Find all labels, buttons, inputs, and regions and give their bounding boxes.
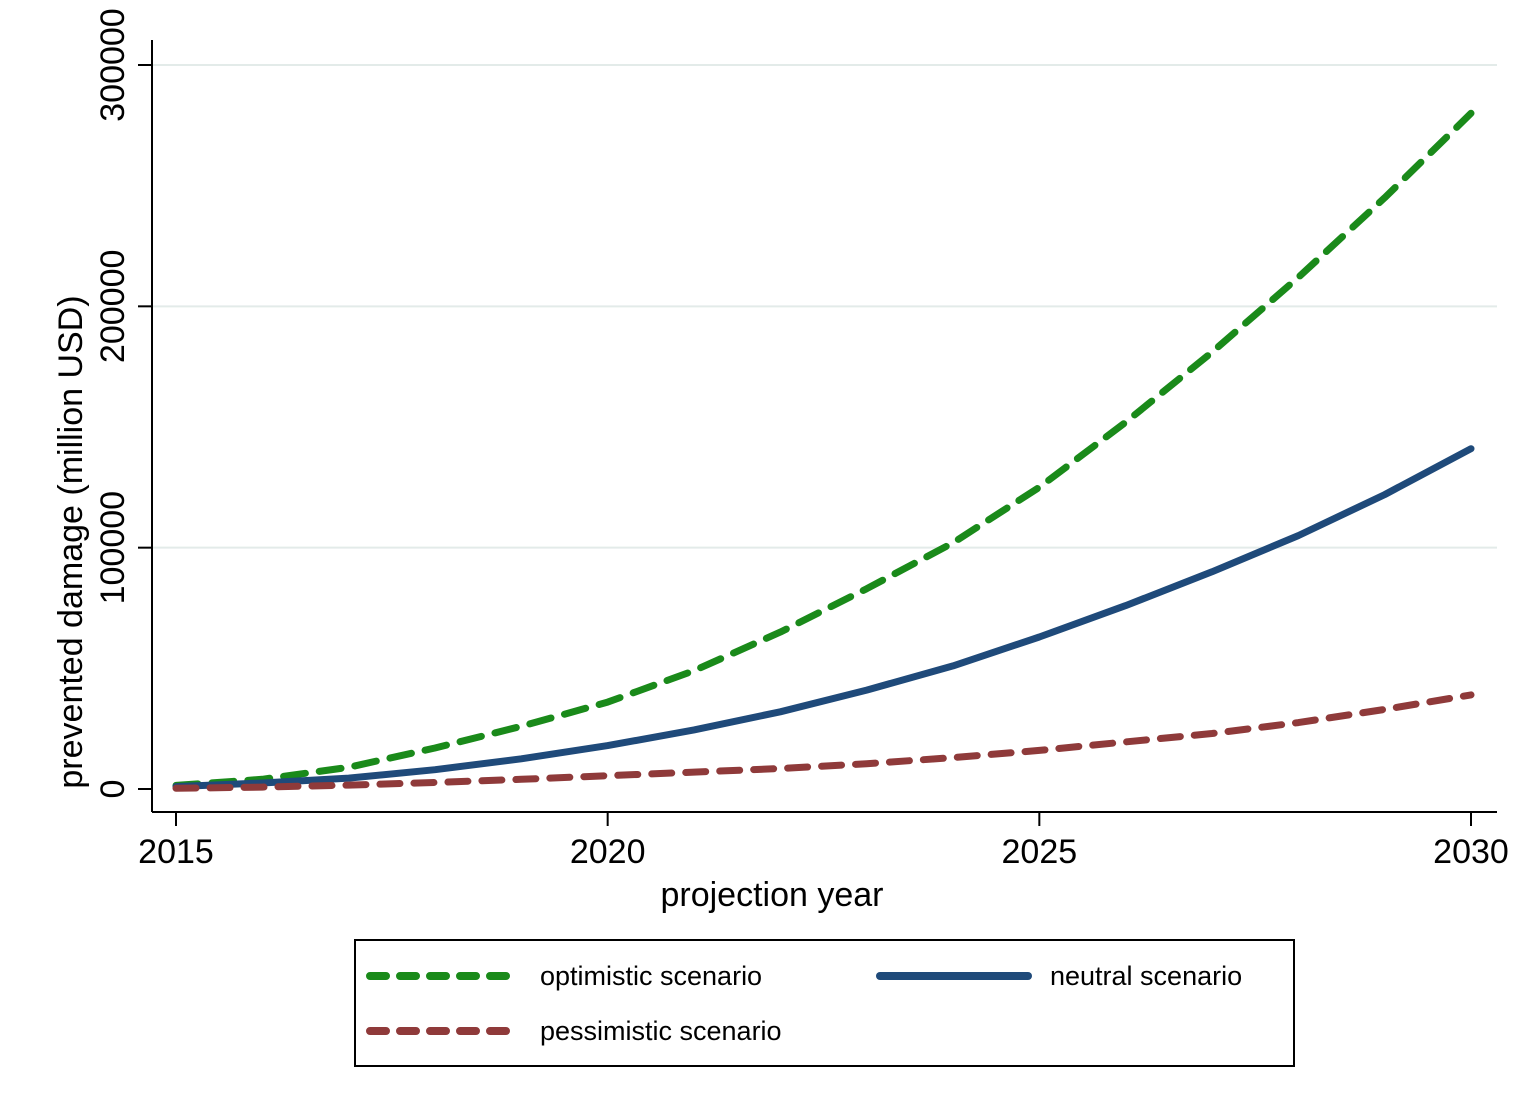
legend-label: neutral scenario xyxy=(1050,961,1242,991)
x-tick-label: 2020 xyxy=(570,833,646,871)
x-axis-title: projection year xyxy=(660,876,883,914)
x-tick-label: 2030 xyxy=(1433,833,1509,871)
y-tick-label: 100000 xyxy=(94,491,132,604)
legend-label: pessimistic scenario xyxy=(540,1016,782,1046)
series-line-optimistic xyxy=(172,109,1475,789)
legend-label: optimistic scenario xyxy=(540,961,762,991)
gridlines xyxy=(152,64,1497,549)
y-axis-title: prevented damage (million USD) xyxy=(52,295,90,788)
x-tick-label: 2015 xyxy=(138,833,214,871)
y-tick-label: 300000 xyxy=(94,8,132,121)
x-tick-label: 2025 xyxy=(1002,833,1078,871)
legend: optimistic scenario neutral scenario pessi… xyxy=(354,939,1295,1067)
series-lines xyxy=(172,109,1475,792)
series-line-neutral xyxy=(172,445,1475,791)
tick-labels: 0 100000 200000 300000 2015 2020 2025 2030 xyxy=(94,8,1509,871)
legend-box xyxy=(354,939,1295,1067)
axes xyxy=(138,40,1497,826)
series-line-pessimistic xyxy=(172,691,1475,792)
y-tick-label: 0 xyxy=(94,780,132,799)
y-tick-label: 200000 xyxy=(94,250,132,363)
